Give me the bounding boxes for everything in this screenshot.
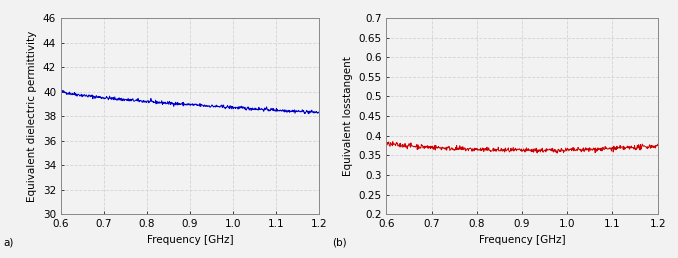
Y-axis label: Equivalent dielectric permittivity: Equivalent dielectric permittivity <box>27 30 37 202</box>
X-axis label: Frequency [GHz]: Frequency [GHz] <box>479 235 565 245</box>
Text: (b): (b) <box>332 238 347 248</box>
Text: a): a) <box>3 238 14 248</box>
Y-axis label: Equivalent losstangent: Equivalent losstangent <box>343 56 353 176</box>
X-axis label: Frequency [GHz]: Frequency [GHz] <box>146 235 233 245</box>
